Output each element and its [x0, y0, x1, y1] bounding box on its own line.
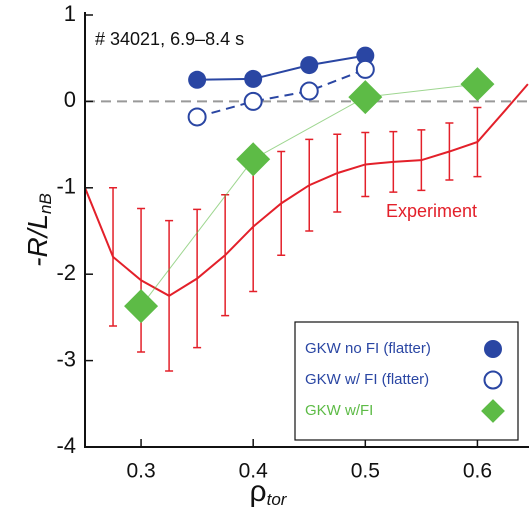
data-point [299, 81, 319, 101]
data-point [300, 56, 319, 75]
axes-frame [84, 12, 529, 448]
legend-marker [484, 340, 502, 358]
y-tick-label: 1 [64, 1, 76, 26]
y-tick-label: -2 [56, 260, 76, 285]
series-line [140, 83, 478, 307]
data-point [348, 80, 383, 115]
plot-area [85, 46, 529, 372]
data-point [355, 59, 375, 79]
data-point [460, 67, 495, 102]
x-label-main: ρ [250, 475, 267, 508]
y-label-main: -R/L [22, 214, 53, 267]
legend-marker [481, 399, 505, 423]
series-line [85, 83, 529, 297]
annotation: # 34021, 6.9–8.4 s [95, 29, 244, 49]
data-point [243, 91, 263, 111]
y-axis-label: -R/LnB [22, 193, 55, 267]
series-label: Experiment [386, 201, 477, 221]
y-tick-label: -4 [56, 433, 76, 458]
x-tick-label: 0.5 [351, 460, 380, 483]
y-tick-label: -3 [56, 346, 76, 371]
series-line [196, 68, 366, 118]
y-label-sub: nB [36, 193, 55, 214]
legend-label: GKW w/FI [305, 402, 373, 419]
x-axis-label: ρtor [250, 475, 288, 510]
legend-label: GKW w/ FI (flatter) [305, 371, 429, 388]
x-tick-label: 0.3 [126, 460, 155, 483]
legend-box [294, 321, 519, 441]
x-tick-label: 0.4 [239, 460, 269, 483]
data-point [124, 289, 159, 324]
series-line [197, 54, 366, 81]
x-label-sub: tor [267, 490, 288, 509]
data-point [356, 46, 375, 65]
data-point [236, 142, 271, 177]
data-point [187, 107, 207, 127]
y-tick-label: -1 [56, 174, 76, 199]
legend-label: GKW no FI (flatter) [305, 340, 431, 357]
data-point [188, 70, 207, 89]
legend-marker [483, 370, 503, 390]
data-point [244, 69, 263, 88]
x-tick-label: 0.6 [463, 460, 492, 483]
y-tick-label: 0 [64, 87, 76, 112]
